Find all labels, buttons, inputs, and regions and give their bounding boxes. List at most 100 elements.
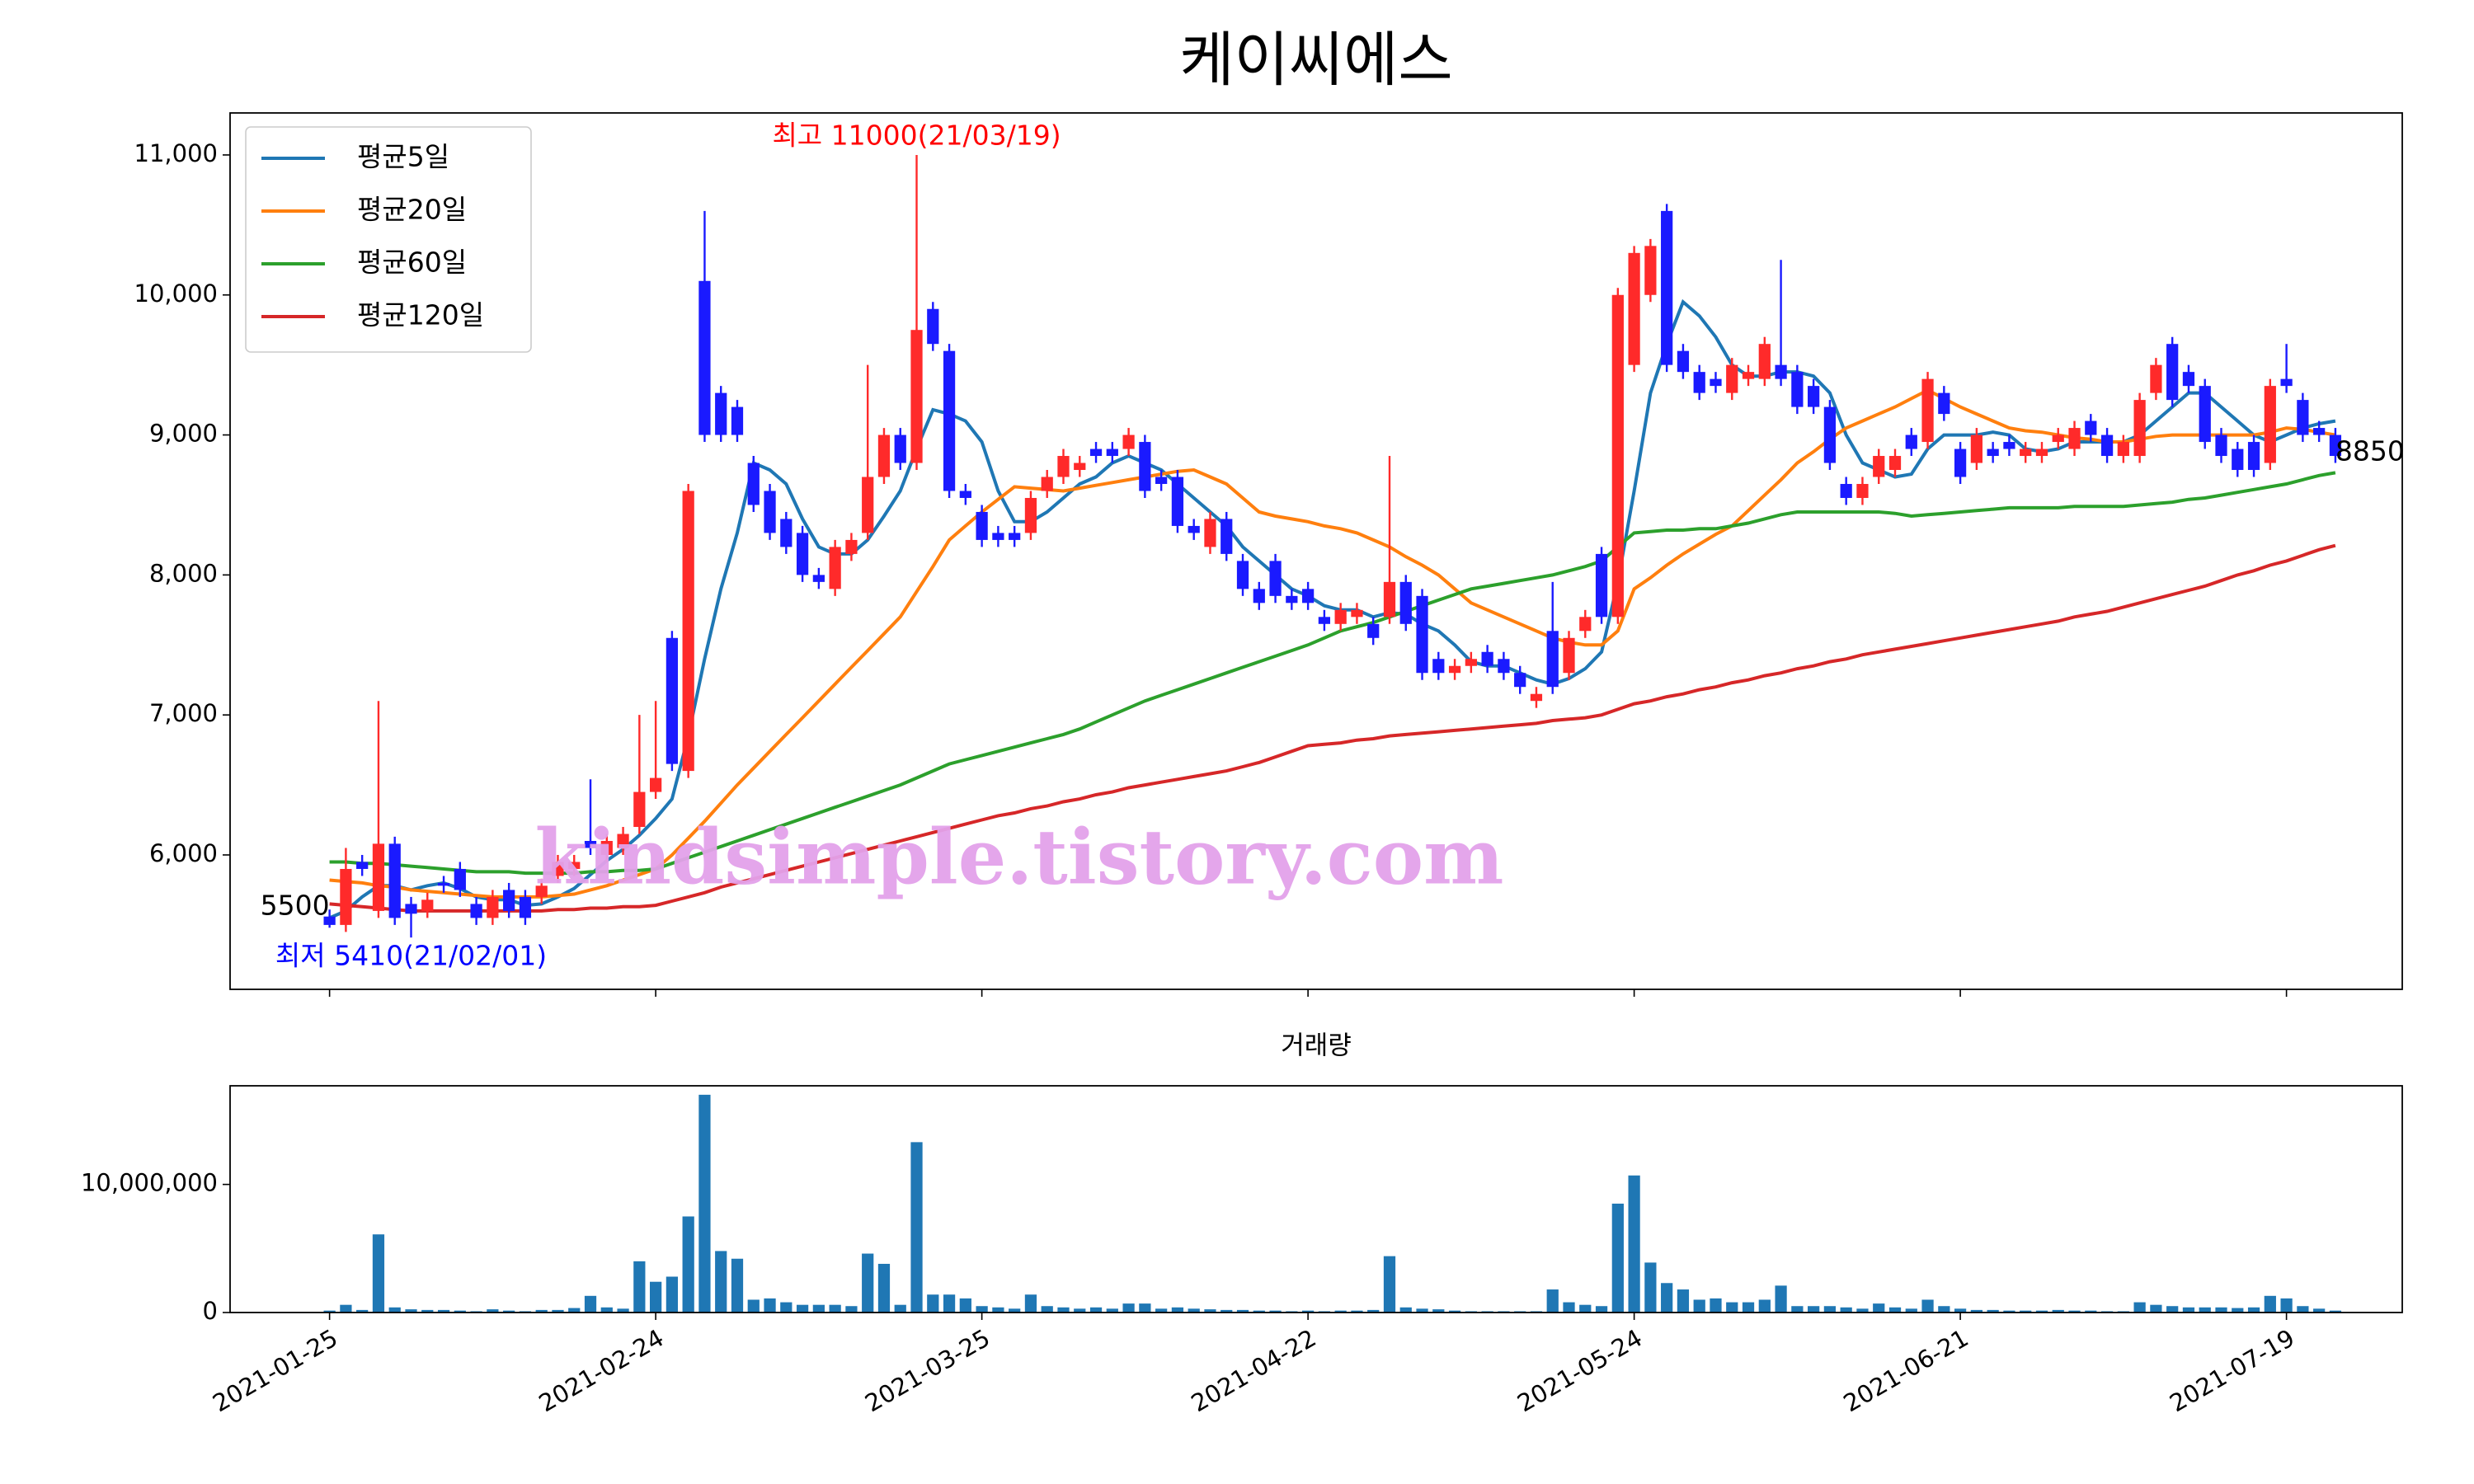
volume-bar	[1921, 1299, 1934, 1313]
candle-body	[421, 899, 434, 911]
candle-body	[764, 491, 776, 533]
legend-label: 평균20일	[357, 194, 467, 226]
candle-body	[1106, 448, 1118, 457]
volume-bar	[1546, 1289, 1559, 1313]
volume-bar	[1024, 1294, 1037, 1313]
volume-bar	[829, 1304, 841, 1313]
candle-body	[1155, 477, 1168, 484]
chart-title: 케이씨에스	[1179, 26, 1452, 95]
candle-body	[1286, 595, 1298, 603]
volume-bar	[1758, 1299, 1771, 1313]
candle-body	[927, 308, 939, 345]
candle-body	[1905, 434, 1917, 449]
volume-bar	[1726, 1302, 1738, 1313]
volume-bar	[503, 1310, 515, 1313]
volume-bar	[340, 1304, 352, 1313]
candle-body	[650, 777, 662, 792]
candle-body	[1677, 350, 1690, 373]
candle-body	[584, 841, 597, 848]
volume-bar	[2280, 1298, 2293, 1313]
candle-body	[1611, 294, 1624, 618]
plot-frame	[229, 1085, 2403, 1313]
volume-bar	[1677, 1289, 1690, 1313]
volume-bar	[845, 1306, 858, 1313]
candle-body	[1122, 434, 1135, 449]
volume-bar	[1611, 1203, 1624, 1313]
volume-bar	[568, 1308, 581, 1313]
candle-body	[1171, 477, 1184, 526]
candle-body	[2232, 448, 2244, 471]
max-annotation: 최고 11000(21/03/19)	[772, 119, 1061, 151]
volume-bar	[1057, 1307, 1070, 1313]
volume-bar	[2297, 1306, 2309, 1313]
volume-bar	[796, 1304, 809, 1313]
last-close-label: 8850	[2335, 435, 2405, 467]
candle-body	[666, 637, 679, 764]
volume-bar	[437, 1309, 450, 1313]
candle-body	[372, 843, 385, 911]
candle-body	[1188, 525, 1200, 533]
candle-body	[731, 406, 744, 435]
candle-body	[1530, 693, 1543, 702]
volume-bar	[617, 1308, 629, 1313]
ma-line	[328, 298, 2336, 920]
volume-bar	[2020, 1310, 2032, 1313]
volume-bar	[1106, 1308, 1118, 1313]
volume-bar	[2133, 1302, 2146, 1313]
volume-bar	[2182, 1307, 2195, 1313]
volume-bar	[812, 1304, 825, 1313]
candle-body	[1808, 386, 1820, 407]
volume-bar	[405, 1309, 417, 1313]
candle-body	[1514, 673, 1526, 688]
volume-bar	[2247, 1307, 2260, 1313]
candle-body	[2117, 442, 2129, 457]
volume-bar	[2035, 1310, 2048, 1313]
legend-box	[245, 126, 532, 353]
volume-bar	[1171, 1307, 1184, 1313]
volume-bar	[633, 1261, 646, 1313]
min-annotation: 최저 5410(21/02/01)	[275, 940, 547, 972]
ma-line	[329, 471, 2336, 876]
volume-bar	[1954, 1308, 1967, 1313]
ma-line	[329, 387, 2336, 899]
volume-bar	[454, 1310, 466, 1313]
volume-bar	[1351, 1310, 1363, 1313]
volume-bar	[2199, 1307, 2211, 1313]
candle-body	[1775, 364, 1787, 379]
volume-bar	[1856, 1308, 1869, 1313]
candle-body	[959, 491, 971, 498]
volume-bar	[2232, 1308, 2244, 1313]
volume-bar	[862, 1253, 874, 1313]
candle-body	[1057, 456, 1070, 477]
candle-body	[2003, 442, 2015, 449]
candle-body	[1628, 252, 1640, 365]
candle-body	[2182, 372, 2195, 387]
candle-body	[1840, 483, 1852, 498]
candle-body	[894, 434, 906, 463]
y-tick-label: 9,000	[149, 420, 218, 448]
volume-bar	[764, 1298, 776, 1313]
candle-body	[2297, 400, 2309, 435]
candle-body	[1383, 581, 1396, 618]
volume-bar	[959, 1298, 971, 1313]
x-tick-label: 2021-03-25	[860, 1324, 995, 1418]
candle-body	[1318, 617, 1331, 624]
candle-body	[1644, 246, 1657, 295]
volume-bar	[1775, 1285, 1787, 1313]
candle-body	[1139, 442, 1151, 491]
candle-body	[780, 519, 793, 547]
candle-body	[862, 477, 874, 533]
y-tick-label: 10,000,000	[81, 1169, 218, 1197]
candle-body	[2100, 434, 2114, 457]
y-tick-label: 7,000	[149, 699, 218, 727]
volume-bar	[1970, 1309, 1982, 1313]
candle-body	[388, 843, 401, 918]
volume-bar	[1840, 1307, 1852, 1313]
candle-body	[1938, 392, 1950, 415]
volume-bar	[1139, 1303, 1151, 1313]
volume-bar	[1938, 1306, 1950, 1313]
candle-body	[1269, 561, 1282, 596]
volume-bar	[666, 1276, 679, 1313]
candle-body	[1301, 589, 1315, 603]
